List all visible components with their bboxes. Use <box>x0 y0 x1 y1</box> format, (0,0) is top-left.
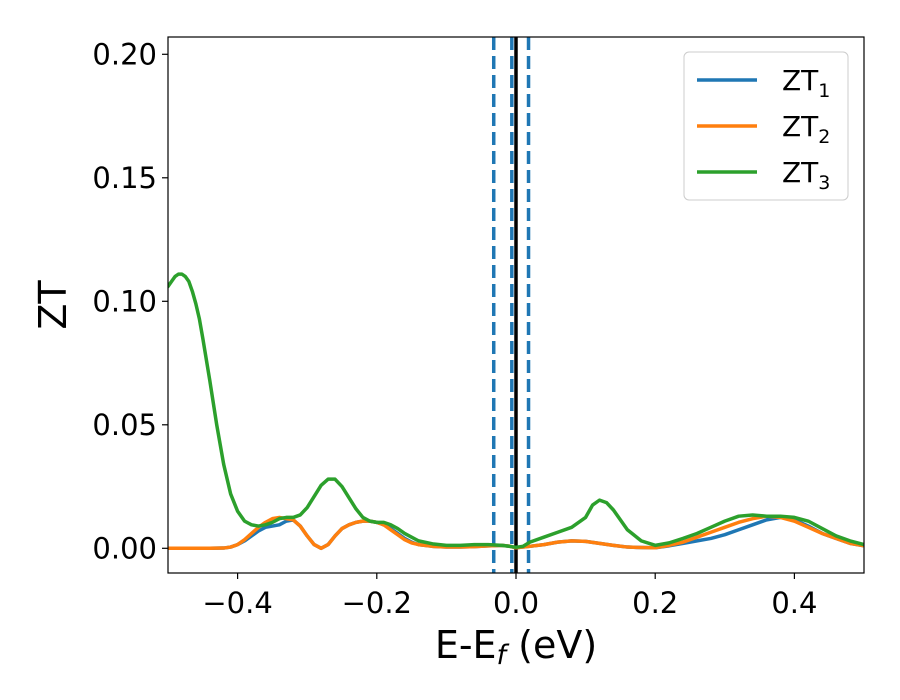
x-axis-label: E-Ef (eV) <box>435 623 597 671</box>
legend-entries: ZT1 ZT2 ZT3 <box>697 64 830 194</box>
x-tick-label: 0.0 <box>493 586 539 620</box>
x-axis-label-main: E-E <box>435 623 497 667</box>
legend-label-zt2: ZT2 <box>782 110 830 148</box>
y-axis-label: ZT <box>31 280 75 330</box>
series-line-zt2 <box>168 514 864 551</box>
x-axis-ticks: −0.4 −0.2 0.0 0.2 0.4 <box>202 573 817 620</box>
series-lines <box>168 272 864 551</box>
x-tick-label: 0.4 <box>771 586 817 620</box>
x-axis-label-unit: (eV) <box>506 623 597 667</box>
x-tick-label: −0.2 <box>342 586 412 620</box>
legend-label-zt1: ZT1 <box>782 64 830 102</box>
y-tick-label: 0.05 <box>92 408 157 442</box>
x-tick-label: −0.4 <box>202 586 272 620</box>
x-tick-label: 0.2 <box>632 586 678 620</box>
legend-label-zt3: ZT3 <box>782 156 830 194</box>
y-axis-ticks: 0.00 0.05 0.10 0.15 0.20 <box>92 37 168 565</box>
vertical-reference-lines <box>491 37 531 573</box>
y-tick-label: 0.15 <box>92 161 157 195</box>
y-tick-label: 0.00 <box>92 531 157 565</box>
y-tick-label: 0.20 <box>92 37 157 71</box>
legend-box <box>683 51 849 201</box>
legend: ZT1 ZT2 ZT3 <box>683 51 849 201</box>
series-line-zt3 <box>168 272 864 550</box>
y-tick-label: 0.10 <box>92 284 157 318</box>
